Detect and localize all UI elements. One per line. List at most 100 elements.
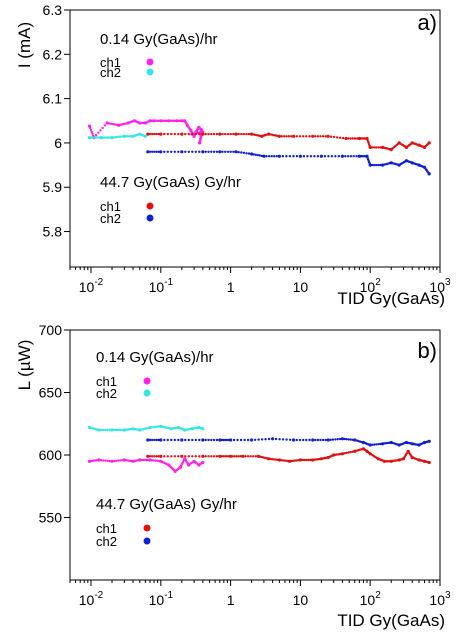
data-point: [271, 458, 274, 461]
data-point: [225, 455, 229, 458]
y-tick-label: 6: [54, 135, 62, 151]
data-point: [153, 132, 156, 136]
data-point: [377, 443, 380, 446]
data-point: [180, 132, 184, 136]
x-tick-label: 10-1: [149, 590, 174, 608]
data-point: [222, 438, 225, 442]
data-point: [109, 122, 113, 125]
data-point: [301, 458, 304, 462]
data-point: [316, 155, 320, 158]
data-point: [229, 438, 233, 442]
data-point: [271, 133, 274, 136]
data-point: [305, 438, 308, 442]
y-tick-label: 650: [39, 385, 63, 401]
data-point: [102, 459, 105, 462]
x-tick-label: 10-1: [149, 277, 174, 295]
data-point: [272, 458, 276, 461]
data-point: [371, 146, 374, 149]
data-point: [218, 132, 222, 136]
x-tick-exponent: -1: [164, 590, 173, 601]
legend-entry-label: ch1: [100, 199, 121, 214]
data-point: [274, 134, 277, 137]
data-point: [306, 155, 309, 158]
x-tick-exponent: 2: [375, 590, 381, 601]
data-point: [303, 458, 306, 462]
data-point: [112, 428, 116, 432]
data-point: [340, 437, 344, 441]
data-point: [313, 155, 316, 158]
data-point: [326, 134, 330, 138]
x-tick-base: 10: [79, 279, 95, 295]
data-point: [267, 155, 271, 158]
data-point: [187, 455, 190, 458]
x-axis-label: TID Gy(GaAs): [337, 611, 445, 630]
y-tick-label: 5.9: [43, 179, 63, 195]
plot-frame: [69, 329, 441, 581]
y-tick-label: 5.8: [43, 224, 63, 240]
data-point: [314, 438, 317, 442]
data-point: [159, 150, 163, 154]
data-point: [349, 450, 352, 454]
data-point: [180, 454, 184, 458]
data-point: [344, 136, 348, 141]
data-point: [194, 132, 197, 136]
data-point: [194, 438, 197, 442]
x-tick-base: 10: [149, 279, 165, 295]
data-point: [277, 154, 281, 158]
data-point: [242, 132, 246, 136]
data-point: [373, 163, 376, 167]
x-tick-base: 10: [429, 592, 445, 608]
series-1: [87, 457, 205, 473]
data-point: [146, 438, 150, 442]
series-3: [146, 150, 431, 176]
data-point: [256, 153, 259, 157]
data-point: [99, 459, 103, 462]
data-point: [292, 459, 295, 462]
legend-marker: [146, 68, 154, 76]
data-point: [285, 155, 288, 158]
data-point: [247, 152, 251, 155]
data-point: [267, 437, 271, 441]
data-point: [356, 137, 359, 140]
data-point: [108, 459, 112, 463]
x-tick-base: 10: [293, 592, 309, 608]
data-point: [269, 457, 272, 461]
data-point: [302, 155, 306, 158]
data-point: [229, 132, 232, 136]
data-point: [270, 155, 273, 158]
data-point: [210, 455, 213, 458]
data-point: [302, 438, 305, 442]
data-point: [108, 428, 112, 432]
data-point: [309, 155, 313, 158]
data-point: [305, 135, 308, 138]
data-point: [218, 150, 222, 154]
data-point: [104, 459, 107, 462]
data-point: [220, 438, 223, 442]
data-point: [157, 150, 160, 153]
legend-entry-label: ch1: [96, 374, 117, 389]
data-point: [170, 455, 173, 458]
y-tick-label: 600: [39, 447, 63, 463]
data-point: [210, 132, 213, 136]
data-point: [298, 135, 302, 138]
data-point: [309, 458, 312, 462]
data-point: [292, 438, 296, 442]
data-point: [97, 131, 100, 134]
data-point: [281, 155, 285, 158]
data-point: [305, 458, 308, 462]
data-point: [150, 455, 154, 458]
data-point: [340, 452, 344, 456]
data-point: [336, 438, 339, 441]
data-point: [274, 458, 277, 461]
x-tick-base: 10: [429, 279, 445, 295]
data-point: [237, 151, 240, 154]
data-point: [324, 135, 327, 138]
data-point: [91, 132, 94, 135]
data-point: [249, 455, 252, 458]
data-point: [290, 459, 293, 463]
data-point: [234, 132, 238, 136]
data-point: [345, 451, 348, 455]
data-point: [343, 437, 346, 441]
data-point: [215, 455, 219, 458]
